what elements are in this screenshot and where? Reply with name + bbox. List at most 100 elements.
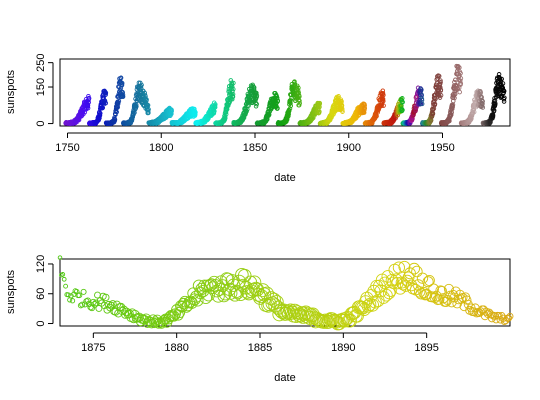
top-data-point (435, 74, 440, 79)
top-data-point (317, 101, 323, 106)
bottom-data-point (392, 261, 405, 274)
top-data-point (103, 100, 109, 106)
bottom-data-point (411, 265, 423, 278)
top-data-point (297, 94, 302, 99)
bottom-data-point (231, 285, 245, 300)
top-data-point (457, 65, 462, 70)
top-data-point (339, 106, 345, 111)
top-data-point (379, 103, 384, 109)
top-data-point (436, 73, 442, 79)
top-data-point (251, 84, 256, 89)
bottom-data-point (57, 255, 63, 260)
bottom-data-point (416, 272, 429, 284)
top-data-point (457, 89, 462, 95)
bottom-data-point (143, 315, 154, 326)
top-x-tick-label: 1950 (430, 142, 454, 154)
top-data-point (251, 85, 257, 90)
top-data-point (501, 99, 507, 104)
bottom-x-axis: 1875 1880 1885 1890 1895 (81, 332, 439, 354)
top-data-point (116, 98, 122, 104)
top-data-point (119, 82, 125, 88)
top-data-point (228, 78, 234, 83)
top-data-point (85, 102, 91, 108)
bottom-y-axis-label: sunspots (5, 269, 17, 314)
bottom-data-point (436, 286, 448, 297)
top-data-point (458, 81, 464, 86)
top-data-point (501, 88, 507, 94)
top-data-point (100, 105, 106, 111)
bottom-data-point (240, 285, 255, 299)
bottom-data-point (116, 302, 126, 312)
bottom-panel: 1875 1880 1885 1890 1895 0 60 120 date sunspot… (5, 255, 514, 384)
top-data-point (499, 76, 504, 82)
top-data-point (139, 82, 144, 88)
top-data-point (120, 92, 126, 98)
bottom-data-point (361, 299, 375, 313)
bottom-data-point (112, 300, 121, 309)
top-data-point (211, 111, 217, 116)
bottom-y-tick-label: 60 (35, 288, 47, 300)
top-data-point (419, 101, 425, 107)
bottom-x-tick-label: 1895 (414, 342, 438, 354)
bottom-data-point (123, 309, 133, 319)
top-data-point (244, 109, 249, 114)
top-x-tick-label: 1900 (337, 142, 361, 154)
bottom-data-point (175, 300, 187, 312)
top-y-axis: 0 150 250 (35, 53, 54, 127)
top-data-point (231, 86, 236, 92)
bottom-data-point (492, 315, 500, 324)
top-data-point (479, 94, 484, 100)
bottom-data-point (68, 293, 74, 299)
top-data-point (400, 107, 405, 113)
top-data-point (450, 106, 455, 112)
bottom-data-point (139, 315, 150, 325)
bottom-data-point (181, 299, 194, 312)
bottom-data-point (247, 275, 262, 290)
top-points-group (63, 63, 507, 126)
top-data-point (432, 101, 438, 107)
top-data-point (490, 114, 496, 119)
bottom-data-point (77, 302, 84, 309)
top-data-point (458, 70, 463, 76)
top-data-point (230, 94, 236, 99)
top-data-point (419, 87, 424, 93)
bottom-data-point (60, 272, 66, 277)
top-data-point (381, 103, 386, 108)
bottom-data-point (149, 317, 160, 329)
top-data-point (502, 95, 507, 100)
bottom-data-point (368, 295, 382, 309)
top-data-point (448, 112, 454, 117)
top-data-point (98, 111, 103, 116)
top-data-point (471, 109, 477, 115)
bottom-data-point (76, 292, 83, 299)
bottom-data-point (92, 299, 100, 307)
top-y-tick-label: 250 (35, 53, 47, 71)
bottom-data-point (462, 295, 472, 305)
bottom-data-point (191, 294, 204, 307)
bottom-data-point (495, 312, 503, 320)
bottom-points-group (57, 255, 514, 331)
bottom-data-point (404, 267, 416, 280)
bottom-data-point (63, 283, 69, 289)
top-data-point (361, 110, 367, 115)
bottom-data-point (185, 296, 198, 309)
bottom-data-point (297, 306, 312, 321)
top-data-point (102, 98, 108, 103)
top-data-point (288, 98, 293, 103)
bottom-data-point (73, 288, 80, 295)
top-x-tick-label: 1850 (243, 142, 267, 154)
bottom-data-point (394, 282, 407, 295)
bottom-data-point (102, 293, 110, 302)
top-data-point (458, 76, 464, 81)
top-data-point (297, 98, 302, 104)
bottom-data-point (142, 318, 153, 328)
bottom-x-axis-label: date (274, 372, 295, 384)
top-data-point (144, 97, 149, 102)
bottom-data-point (65, 292, 71, 298)
top-data-point (118, 75, 124, 81)
top-data-point (380, 88, 386, 93)
top-data-point (212, 105, 218, 110)
top-data-point (222, 114, 228, 119)
top-data-point (254, 101, 259, 107)
